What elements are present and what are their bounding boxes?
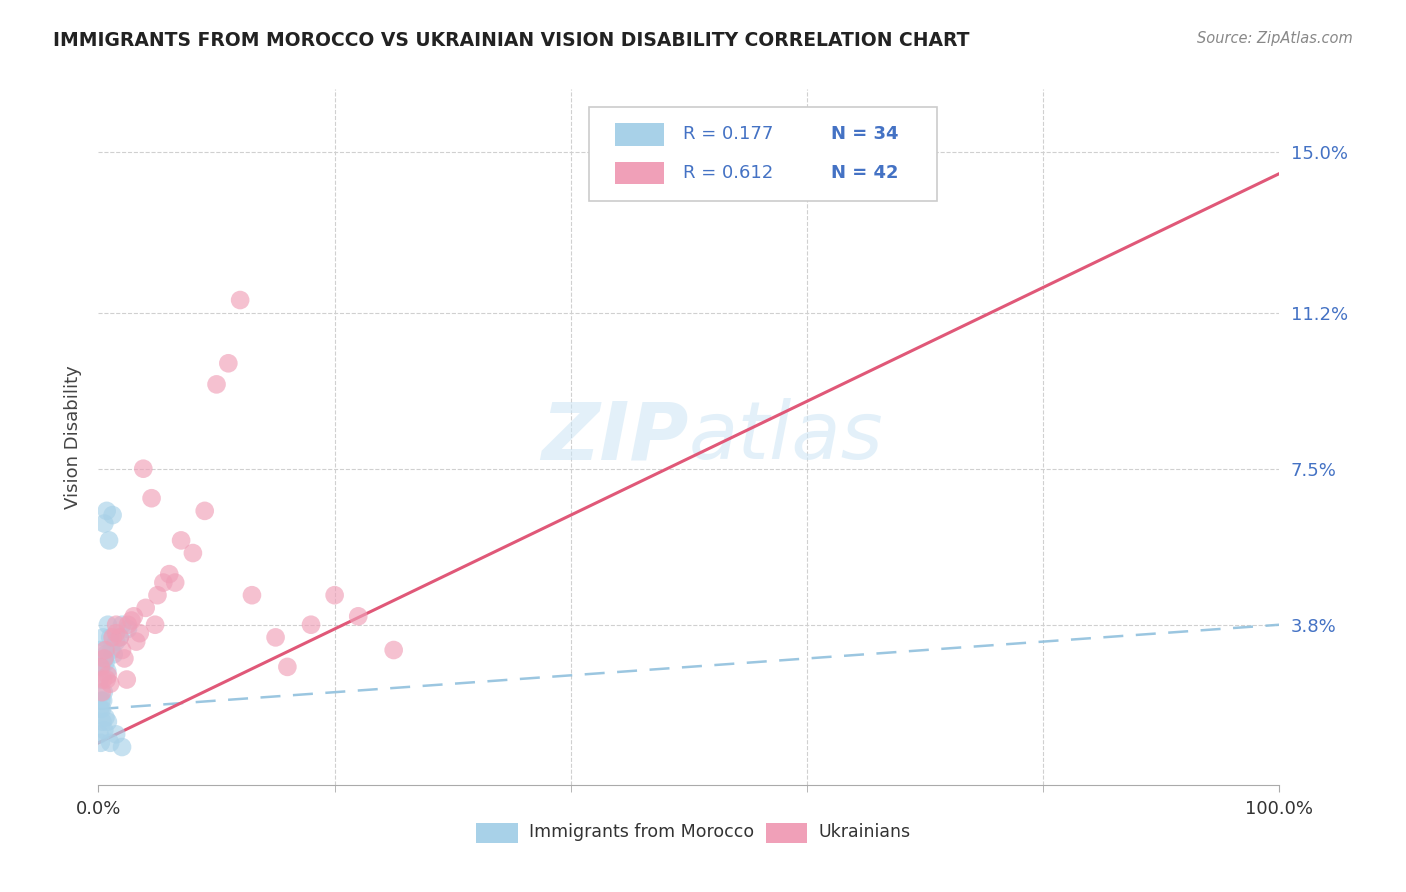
- Point: [89, 673, 111, 687]
- Text: N = 42: N = 42: [831, 164, 898, 182]
- Point: [146, 588, 169, 602]
- Point: [347, 609, 370, 624]
- Point: [111, 643, 134, 657]
- Point: [217, 356, 239, 370]
- Point: [91, 631, 114, 645]
- Point: [125, 634, 148, 648]
- Point: [97, 668, 120, 682]
- Point: [101, 508, 124, 522]
- Point: [91, 685, 114, 699]
- Point: [240, 588, 263, 602]
- Point: [111, 739, 134, 754]
- Text: Immigrants from Morocco: Immigrants from Morocco: [530, 823, 755, 841]
- Point: [276, 660, 298, 674]
- Point: [93, 651, 115, 665]
- Text: Source: ZipAtlas.com: Source: ZipAtlas.com: [1197, 31, 1353, 46]
- Point: [96, 664, 118, 678]
- Text: N = 34: N = 34: [831, 126, 898, 144]
- Point: [115, 673, 138, 687]
- Point: [94, 656, 117, 670]
- Point: [128, 626, 150, 640]
- Point: [101, 631, 124, 645]
- Point: [111, 617, 134, 632]
- Point: [112, 651, 135, 665]
- Point: [96, 673, 118, 687]
- Point: [117, 617, 139, 632]
- Point: [100, 643, 122, 657]
- FancyBboxPatch shape: [614, 123, 664, 145]
- Point: [98, 677, 121, 691]
- Point: [737, 167, 759, 181]
- Point: [165, 575, 187, 590]
- Point: [264, 631, 287, 645]
- Point: [105, 727, 128, 741]
- Point: [91, 714, 114, 729]
- Point: [90, 736, 112, 750]
- Point: [105, 617, 128, 632]
- Point: [91, 702, 114, 716]
- Point: [91, 693, 114, 707]
- Point: [143, 617, 166, 632]
- Point: [98, 736, 121, 750]
- Point: [98, 631, 121, 645]
- Point: [89, 702, 111, 716]
- Point: [299, 617, 322, 632]
- Point: [103, 647, 125, 661]
- Point: [97, 617, 120, 632]
- Point: [94, 651, 117, 665]
- Y-axis label: Vision Disability: Vision Disability: [63, 365, 82, 509]
- Point: [91, 673, 114, 687]
- Point: [323, 588, 346, 602]
- Point: [194, 504, 217, 518]
- Point: [141, 491, 163, 506]
- Point: [181, 546, 204, 560]
- Point: [93, 723, 115, 738]
- Point: [132, 461, 155, 475]
- Point: [97, 714, 120, 729]
- FancyBboxPatch shape: [477, 822, 517, 844]
- Point: [108, 631, 131, 645]
- Point: [157, 567, 180, 582]
- Point: [90, 693, 112, 707]
- Text: atlas: atlas: [689, 398, 884, 476]
- Point: [96, 504, 118, 518]
- Point: [98, 533, 121, 548]
- Point: [170, 533, 193, 548]
- Point: [89, 727, 111, 741]
- Text: IMMIGRANTS FROM MOROCCO VS UKRAINIAN VISION DISABILITY CORRELATION CHART: IMMIGRANTS FROM MOROCCO VS UKRAINIAN VIS…: [53, 31, 970, 50]
- Point: [152, 575, 174, 590]
- Text: R = 0.612: R = 0.612: [683, 164, 773, 182]
- Text: ZIP: ZIP: [541, 398, 689, 476]
- Point: [94, 643, 117, 657]
- Point: [90, 660, 112, 674]
- Point: [121, 614, 143, 628]
- FancyBboxPatch shape: [589, 106, 936, 201]
- Point: [382, 643, 405, 657]
- Point: [94, 710, 117, 724]
- FancyBboxPatch shape: [766, 822, 807, 844]
- Point: [93, 516, 115, 531]
- Point: [94, 647, 117, 661]
- Point: [90, 643, 112, 657]
- Point: [91, 660, 114, 674]
- Point: [135, 600, 157, 615]
- Point: [93, 685, 115, 699]
- Point: [105, 626, 128, 640]
- Text: R = 0.177: R = 0.177: [683, 126, 773, 144]
- Point: [108, 631, 131, 645]
- Point: [105, 634, 128, 648]
- Point: [122, 609, 145, 624]
- Point: [229, 293, 252, 307]
- Text: Ukrainians: Ukrainians: [818, 823, 911, 841]
- Point: [117, 622, 139, 636]
- FancyBboxPatch shape: [614, 161, 664, 184]
- Point: [205, 377, 228, 392]
